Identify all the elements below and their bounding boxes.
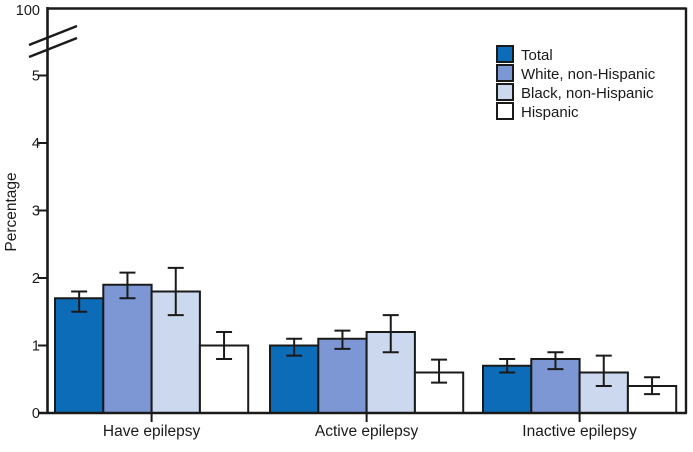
y-tick-label-1: 1	[32, 339, 40, 355]
y-axis-title: Percentage	[3, 172, 20, 251]
legend-swatch-white-non-hispanic	[496, 64, 514, 82]
axis-break-slash-upper	[28, 24, 78, 47]
bar-inactive-epilepsy-total	[482, 364, 533, 414]
legend-swatch-total	[496, 45, 514, 63]
legend-label-white-non-hispanic: White, non-Hispanic	[521, 66, 656, 83]
y-tick-label-3: 3	[32, 204, 40, 220]
x-category-label-inactive-epilepsy: Inactive epilepsy	[522, 423, 637, 440]
legend-label-total: Total	[521, 47, 553, 64]
bar-active-epilepsy-white-non-hispanic	[317, 337, 368, 414]
legend-label-black-non-hispanic: Black, non-Hispanic	[521, 85, 654, 102]
y-tick-label-2: 2	[32, 271, 40, 287]
bar-have-epilepsy-total	[54, 297, 105, 414]
legend-swatch-black-non-hispanic	[496, 83, 514, 101]
x-category-label-active-epilepsy: Active epilepsy	[315, 423, 419, 440]
axis-break-slash-lower	[28, 36, 78, 59]
y-tick-label-4: 4	[32, 136, 40, 152]
legend-swatch-hispanic	[496, 102, 514, 120]
y-tick-label-5: 5	[32, 69, 40, 85]
legend-label-hispanic: Hispanic	[521, 104, 579, 121]
x-category-label-have-epilepsy: Have epilepsy	[103, 423, 201, 440]
y-tick-label-0: 0	[32, 406, 40, 422]
y-tick-label-100: 100	[16, 3, 40, 19]
bar-have-epilepsy-white-non-hispanic	[102, 283, 153, 414]
